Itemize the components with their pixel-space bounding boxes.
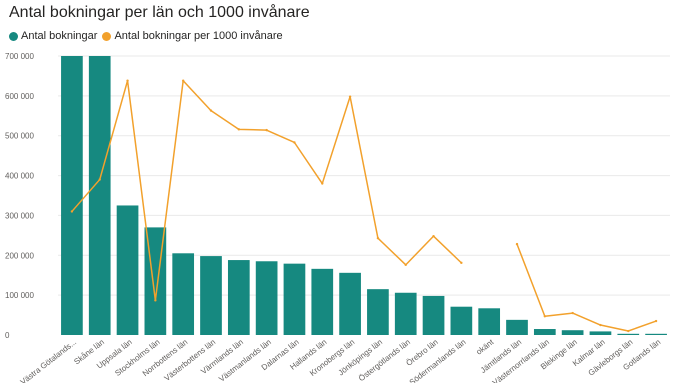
legend-label-per-1000: Antal bokningar per 1000 invånare bbox=[114, 30, 283, 42]
line-point-8[interactable] bbox=[293, 141, 296, 144]
y-tick-label: 600 000 bbox=[5, 92, 34, 101]
legend-swatch-per-1000 bbox=[102, 31, 112, 41]
legend-item-per-1000[interactable]: Antal bokningar per 1000 invånare bbox=[102, 30, 283, 42]
line-point-11[interactable] bbox=[376, 236, 380, 240]
bar-4[interactable] bbox=[172, 253, 195, 335]
bar-0[interactable] bbox=[61, 56, 83, 335]
bar-21[interactable] bbox=[645, 333, 667, 335]
line-point-19[interactable] bbox=[599, 323, 602, 327]
bar-17[interactable] bbox=[533, 329, 556, 335]
bar-6[interactable] bbox=[227, 260, 250, 335]
bars-layer bbox=[61, 56, 667, 335]
line-point-12[interactable] bbox=[404, 263, 407, 267]
legend-swatch-bookings bbox=[9, 31, 18, 41]
x-category-label: okänt bbox=[474, 337, 496, 357]
y-tick-label: 400 000 bbox=[5, 172, 34, 181]
line-point-13[interactable] bbox=[432, 234, 435, 238]
line-point-20[interactable] bbox=[627, 329, 630, 333]
bar-2[interactable] bbox=[116, 205, 139, 335]
bar-13[interactable] bbox=[422, 295, 445, 335]
bar-15[interactable] bbox=[478, 308, 501, 335]
bar-1[interactable] bbox=[88, 56, 111, 335]
line-point-14[interactable] bbox=[460, 261, 463, 265]
per-1000-line-segment-1 bbox=[516, 243, 657, 332]
bar-20[interactable] bbox=[617, 333, 640, 335]
line-layer bbox=[70, 79, 658, 333]
grid-layer bbox=[58, 55, 670, 296]
y-tick-label: 700 000 bbox=[5, 52, 34, 61]
line-point-18[interactable] bbox=[571, 311, 574, 315]
legend-label-bookings: Antal bokningar bbox=[21, 30, 98, 42]
y-tick-label: 100 000 bbox=[5, 291, 34, 300]
chart-legend: Antal bokningar Antal bokningar per 1000… bbox=[9, 30, 288, 42]
line-point-21[interactable] bbox=[654, 319, 658, 323]
line-point-7[interactable] bbox=[265, 128, 268, 132]
bar-10[interactable] bbox=[339, 272, 361, 335]
bar-16[interactable] bbox=[506, 319, 528, 335]
bar-14[interactable] bbox=[450, 306, 473, 335]
line-point-3[interactable] bbox=[154, 299, 157, 302]
line-point-10[interactable] bbox=[348, 95, 352, 98]
line-point-2[interactable] bbox=[126, 79, 129, 82]
bar-9[interactable] bbox=[311, 268, 334, 335]
bar-11[interactable] bbox=[367, 289, 389, 335]
bar-19[interactable] bbox=[589, 331, 612, 335]
bar-12[interactable] bbox=[394, 292, 417, 335]
bar-18[interactable] bbox=[561, 330, 584, 335]
line-point-5[interactable] bbox=[209, 109, 213, 112]
line-point-0[interactable] bbox=[70, 210, 74, 213]
legend-item-bookings[interactable]: Antal bokningar bbox=[9, 30, 97, 42]
line-point-6[interactable] bbox=[237, 128, 241, 131]
y-tick-label: 0 bbox=[5, 331, 10, 340]
bar-7[interactable] bbox=[255, 261, 278, 335]
line-point-16[interactable] bbox=[515, 242, 519, 246]
chart-title: Antal bokningar per län och 1000 invånar… bbox=[9, 4, 310, 21]
line-point-4[interactable] bbox=[181, 79, 185, 82]
line-point-9[interactable] bbox=[321, 182, 324, 185]
y-tick-label: 500 000 bbox=[5, 132, 34, 141]
line-point-1[interactable] bbox=[98, 178, 101, 181]
bar-5[interactable] bbox=[200, 256, 222, 335]
y-tick-label: 200 000 bbox=[5, 251, 34, 260]
x-category-label: Västra Götalands... bbox=[19, 337, 79, 383]
line-point-17[interactable] bbox=[543, 315, 547, 318]
bar-8[interactable] bbox=[283, 263, 306, 335]
y-tick-label: 300 000 bbox=[5, 211, 34, 220]
